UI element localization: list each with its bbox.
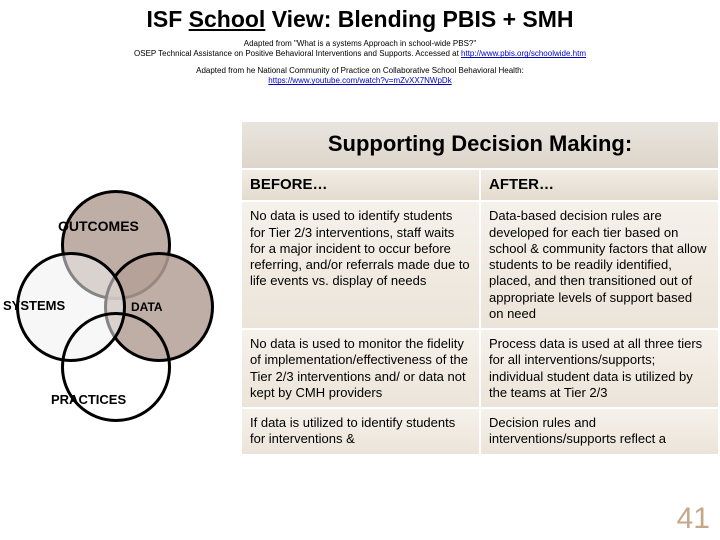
decision-table: Supporting Decision Making: BEFORE… AFTE… [240, 120, 720, 456]
attrib-line-2a: Adapted from he National Community of Pr… [30, 66, 690, 76]
attrib-line-1b-wrap: OSEP Technical Assistance on Positive Be… [30, 49, 690, 59]
cell-after: Decision rules and interventions/support… [480, 408, 719, 455]
title-prefix: ISF [146, 6, 188, 32]
table-header: Supporting Decision Making: [241, 121, 719, 169]
venn-diagram: OUTCOMES SYSTEMS DATA PRACTICES [6, 190, 231, 430]
venn-label-data: DATA [131, 300, 163, 314]
venn-label-practices: PRACTICES [51, 392, 126, 407]
cell-after: Process data is used at all three tiers … [480, 329, 719, 408]
table-row: If data is utilized to identify students… [241, 408, 719, 455]
cell-before: No data is used to monitor the fidelity … [241, 329, 480, 408]
table-header-row: Supporting Decision Making: [241, 121, 719, 169]
page-number: 41 [677, 502, 710, 536]
col-after: AFTER… [480, 169, 719, 202]
venn-label-systems: SYSTEMS [3, 298, 65, 313]
venn-label-outcomes: OUTCOMES [58, 218, 139, 234]
cell-after: Data-based decision rules are developed … [480, 201, 719, 329]
col-before: BEFORE… [241, 169, 480, 202]
table-row: No data is used to identify students for… [241, 201, 719, 329]
attribution-block: Adapted from "What is a systems Approach… [0, 39, 720, 87]
table-subheader-row: BEFORE… AFTER… [241, 169, 719, 202]
slide: ISF School View: Blending PBIS + SMH Ada… [0, 0, 720, 540]
table-row: No data is used to monitor the fidelity … [241, 329, 719, 408]
title-underline-1: School [189, 6, 266, 32]
title-mid: View: Blending PBIS + SMH [265, 6, 573, 32]
attrib-link-1[interactable]: http://www.pbis.org/schoolwide.htm [461, 49, 586, 58]
attrib-link-2[interactable]: https://www.youtube.com/watch?v=mZvXX7NW… [268, 76, 451, 85]
slide-title: ISF School View: Blending PBIS + SMH [0, 0, 720, 33]
decision-table-wrap: Supporting Decision Making: BEFORE… AFTE… [240, 120, 720, 540]
cell-before: No data is used to identify students for… [241, 201, 480, 329]
attrib-line-1b: OSEP Technical Assistance on Positive Be… [134, 49, 461, 58]
attrib-line-1a: Adapted from "What is a systems Approach… [30, 39, 690, 49]
cell-before: If data is utilized to identify students… [241, 408, 480, 455]
